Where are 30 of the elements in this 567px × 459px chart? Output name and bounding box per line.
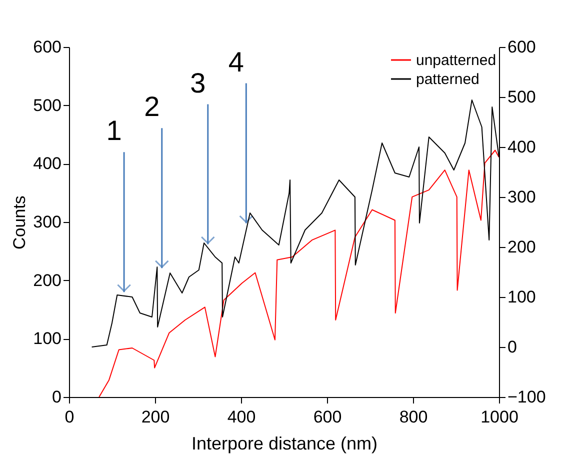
- y-tick-label: 500: [33, 96, 62, 115]
- x-axis-title: Interpore distance (nm): [191, 434, 378, 454]
- y2-tick-label: 400: [508, 138, 536, 156]
- y-tick-label: 100: [33, 329, 62, 348]
- x-tick-label: 400: [227, 408, 256, 426]
- x-tick-label: 600: [313, 408, 342, 426]
- x-tick-label: 0: [64, 408, 74, 426]
- y-tick-label: 400: [33, 154, 62, 174]
- line-series: [98, 150, 500, 398]
- x-tick-label: 800: [399, 408, 428, 426]
- annotation: 4: [228, 46, 244, 78]
- y2-tick-label: 600: [508, 38, 536, 56]
- y2-tick-label: 500: [508, 88, 536, 106]
- y2-tick-label: 300: [508, 188, 536, 206]
- annotation: 1: [106, 115, 122, 146]
- y-tick-label: 0: [52, 388, 62, 406]
- x-tick-label: 200: [141, 408, 170, 426]
- y2-tick-label: 100: [508, 288, 536, 306]
- y2-tick-label: 0: [508, 338, 517, 356]
- annotation: 3: [190, 67, 206, 98]
- y-tick-label: 600: [33, 38, 62, 56]
- annotation: 2: [144, 91, 160, 122]
- x-tick-label: 1000: [480, 408, 518, 426]
- y-tick-label: 200: [33, 270, 62, 290]
- y2-tick-label: 200: [508, 238, 536, 256]
- y-axis-title: Counts: [10, 196, 30, 250]
- legend-label: patterned: [416, 71, 480, 88]
- y-tick-label: 300: [33, 212, 62, 232]
- legend-label: unpatterned: [416, 52, 496, 69]
- y2-tick-label: −100: [508, 388, 546, 406]
